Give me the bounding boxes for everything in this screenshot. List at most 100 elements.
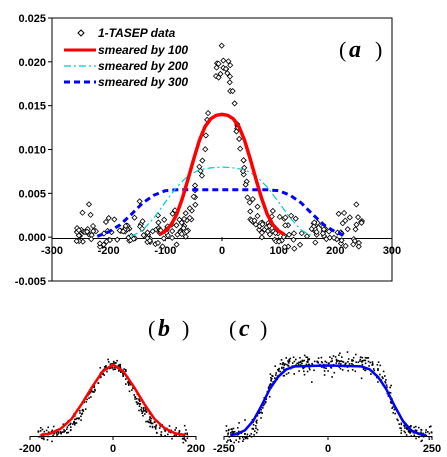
data-point xyxy=(155,431,158,434)
data-point xyxy=(75,422,78,424)
data-point xyxy=(406,428,408,430)
data-point xyxy=(113,368,116,370)
data-point xyxy=(146,237,153,244)
data-point xyxy=(425,429,427,431)
data-point xyxy=(89,222,97,230)
data-point xyxy=(232,427,235,430)
data-point xyxy=(296,241,304,248)
data-point xyxy=(138,409,140,412)
data-point xyxy=(76,417,79,419)
data-point xyxy=(63,429,65,431)
data-point xyxy=(414,429,417,431)
data-point xyxy=(120,228,127,235)
data-point xyxy=(333,371,336,374)
data-point xyxy=(39,435,42,438)
data-point xyxy=(183,228,190,235)
data-point xyxy=(52,434,54,437)
data-point xyxy=(381,376,384,378)
data-point xyxy=(323,370,326,372)
x-tick-label: 0 xyxy=(219,245,225,257)
data-point xyxy=(262,407,264,409)
data-point xyxy=(279,370,282,373)
data-point xyxy=(382,370,385,373)
data-point xyxy=(122,222,129,230)
data-point xyxy=(413,434,416,437)
data-point xyxy=(84,228,91,235)
data-point xyxy=(278,368,280,371)
data-point xyxy=(258,234,265,241)
data-point xyxy=(51,440,53,443)
data-point xyxy=(291,245,298,252)
data-point xyxy=(331,376,333,378)
data-point xyxy=(252,428,255,430)
data-point xyxy=(167,433,169,436)
data-point xyxy=(119,363,122,366)
data-point xyxy=(238,436,241,438)
data-point xyxy=(290,236,297,243)
data-point xyxy=(270,379,272,381)
data-point xyxy=(107,358,109,361)
data-point xyxy=(106,370,108,373)
data-point xyxy=(56,433,59,436)
data-point xyxy=(63,431,66,433)
data-point xyxy=(237,145,244,152)
data-point xyxy=(253,434,255,436)
data-point xyxy=(376,364,379,366)
data-point xyxy=(269,383,272,386)
data-point xyxy=(60,432,62,435)
data-point xyxy=(277,368,279,371)
data-point xyxy=(125,378,127,380)
data-point xyxy=(394,412,396,415)
data-point xyxy=(265,401,267,403)
data-point xyxy=(85,401,88,403)
data-point xyxy=(112,360,115,363)
panel-b-label: b xyxy=(158,316,170,342)
data-point xyxy=(246,199,253,206)
panel-a-chart: -0.005 0.000 0.005 0.010 0.015 0.020 0.025 -30… xyxy=(15,13,401,288)
data-point xyxy=(57,432,60,434)
data-point xyxy=(154,239,162,247)
data-point xyxy=(104,366,107,368)
data-point xyxy=(260,411,262,414)
data-point xyxy=(37,431,40,433)
data-point xyxy=(323,374,326,376)
data-point xyxy=(348,363,351,365)
data-point xyxy=(246,433,249,436)
data-point xyxy=(143,407,145,409)
data-point xyxy=(47,431,50,433)
data-point xyxy=(52,425,55,428)
data-point xyxy=(406,427,408,429)
data-point xyxy=(148,421,151,424)
data-point xyxy=(99,367,102,369)
data-point xyxy=(160,434,163,437)
data-point xyxy=(87,211,94,218)
data-point xyxy=(79,238,86,245)
data-point xyxy=(428,426,431,428)
data-point xyxy=(285,373,288,375)
data-point xyxy=(39,430,42,432)
data-point xyxy=(287,360,289,362)
data-point xyxy=(262,404,265,407)
data-point xyxy=(73,420,75,423)
data-point xyxy=(69,423,71,426)
y-tick-label: 0.010 xyxy=(18,145,46,157)
data-point xyxy=(66,428,68,430)
data-point xyxy=(430,436,433,438)
data-point xyxy=(96,240,103,247)
data-point xyxy=(390,402,393,404)
data-point xyxy=(255,431,258,434)
data-point xyxy=(267,387,270,389)
data-point xyxy=(149,420,152,422)
data-point xyxy=(79,410,81,412)
data-point xyxy=(145,408,147,411)
data-point xyxy=(341,209,348,217)
data-point xyxy=(144,413,146,415)
data-point xyxy=(292,356,295,359)
data-point xyxy=(252,424,255,426)
data-point xyxy=(173,434,176,437)
data-point xyxy=(113,362,115,365)
data-point xyxy=(301,362,303,365)
data-point xyxy=(352,356,355,359)
data-point xyxy=(400,432,402,434)
data-point xyxy=(288,362,290,364)
